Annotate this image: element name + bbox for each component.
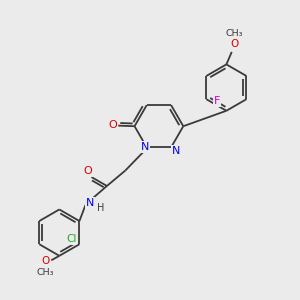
Text: F: F — [214, 96, 220, 106]
Text: O: O — [230, 39, 238, 49]
Text: N: N — [85, 198, 94, 208]
Text: O: O — [41, 256, 50, 266]
Text: N: N — [141, 142, 149, 152]
Text: N: N — [172, 146, 181, 156]
Text: O: O — [83, 166, 92, 176]
Text: H: H — [97, 203, 104, 213]
Text: CH₃: CH₃ — [225, 29, 243, 38]
Text: O: O — [109, 120, 117, 130]
Text: Cl: Cl — [66, 234, 76, 244]
Text: CH₃: CH₃ — [37, 268, 54, 277]
